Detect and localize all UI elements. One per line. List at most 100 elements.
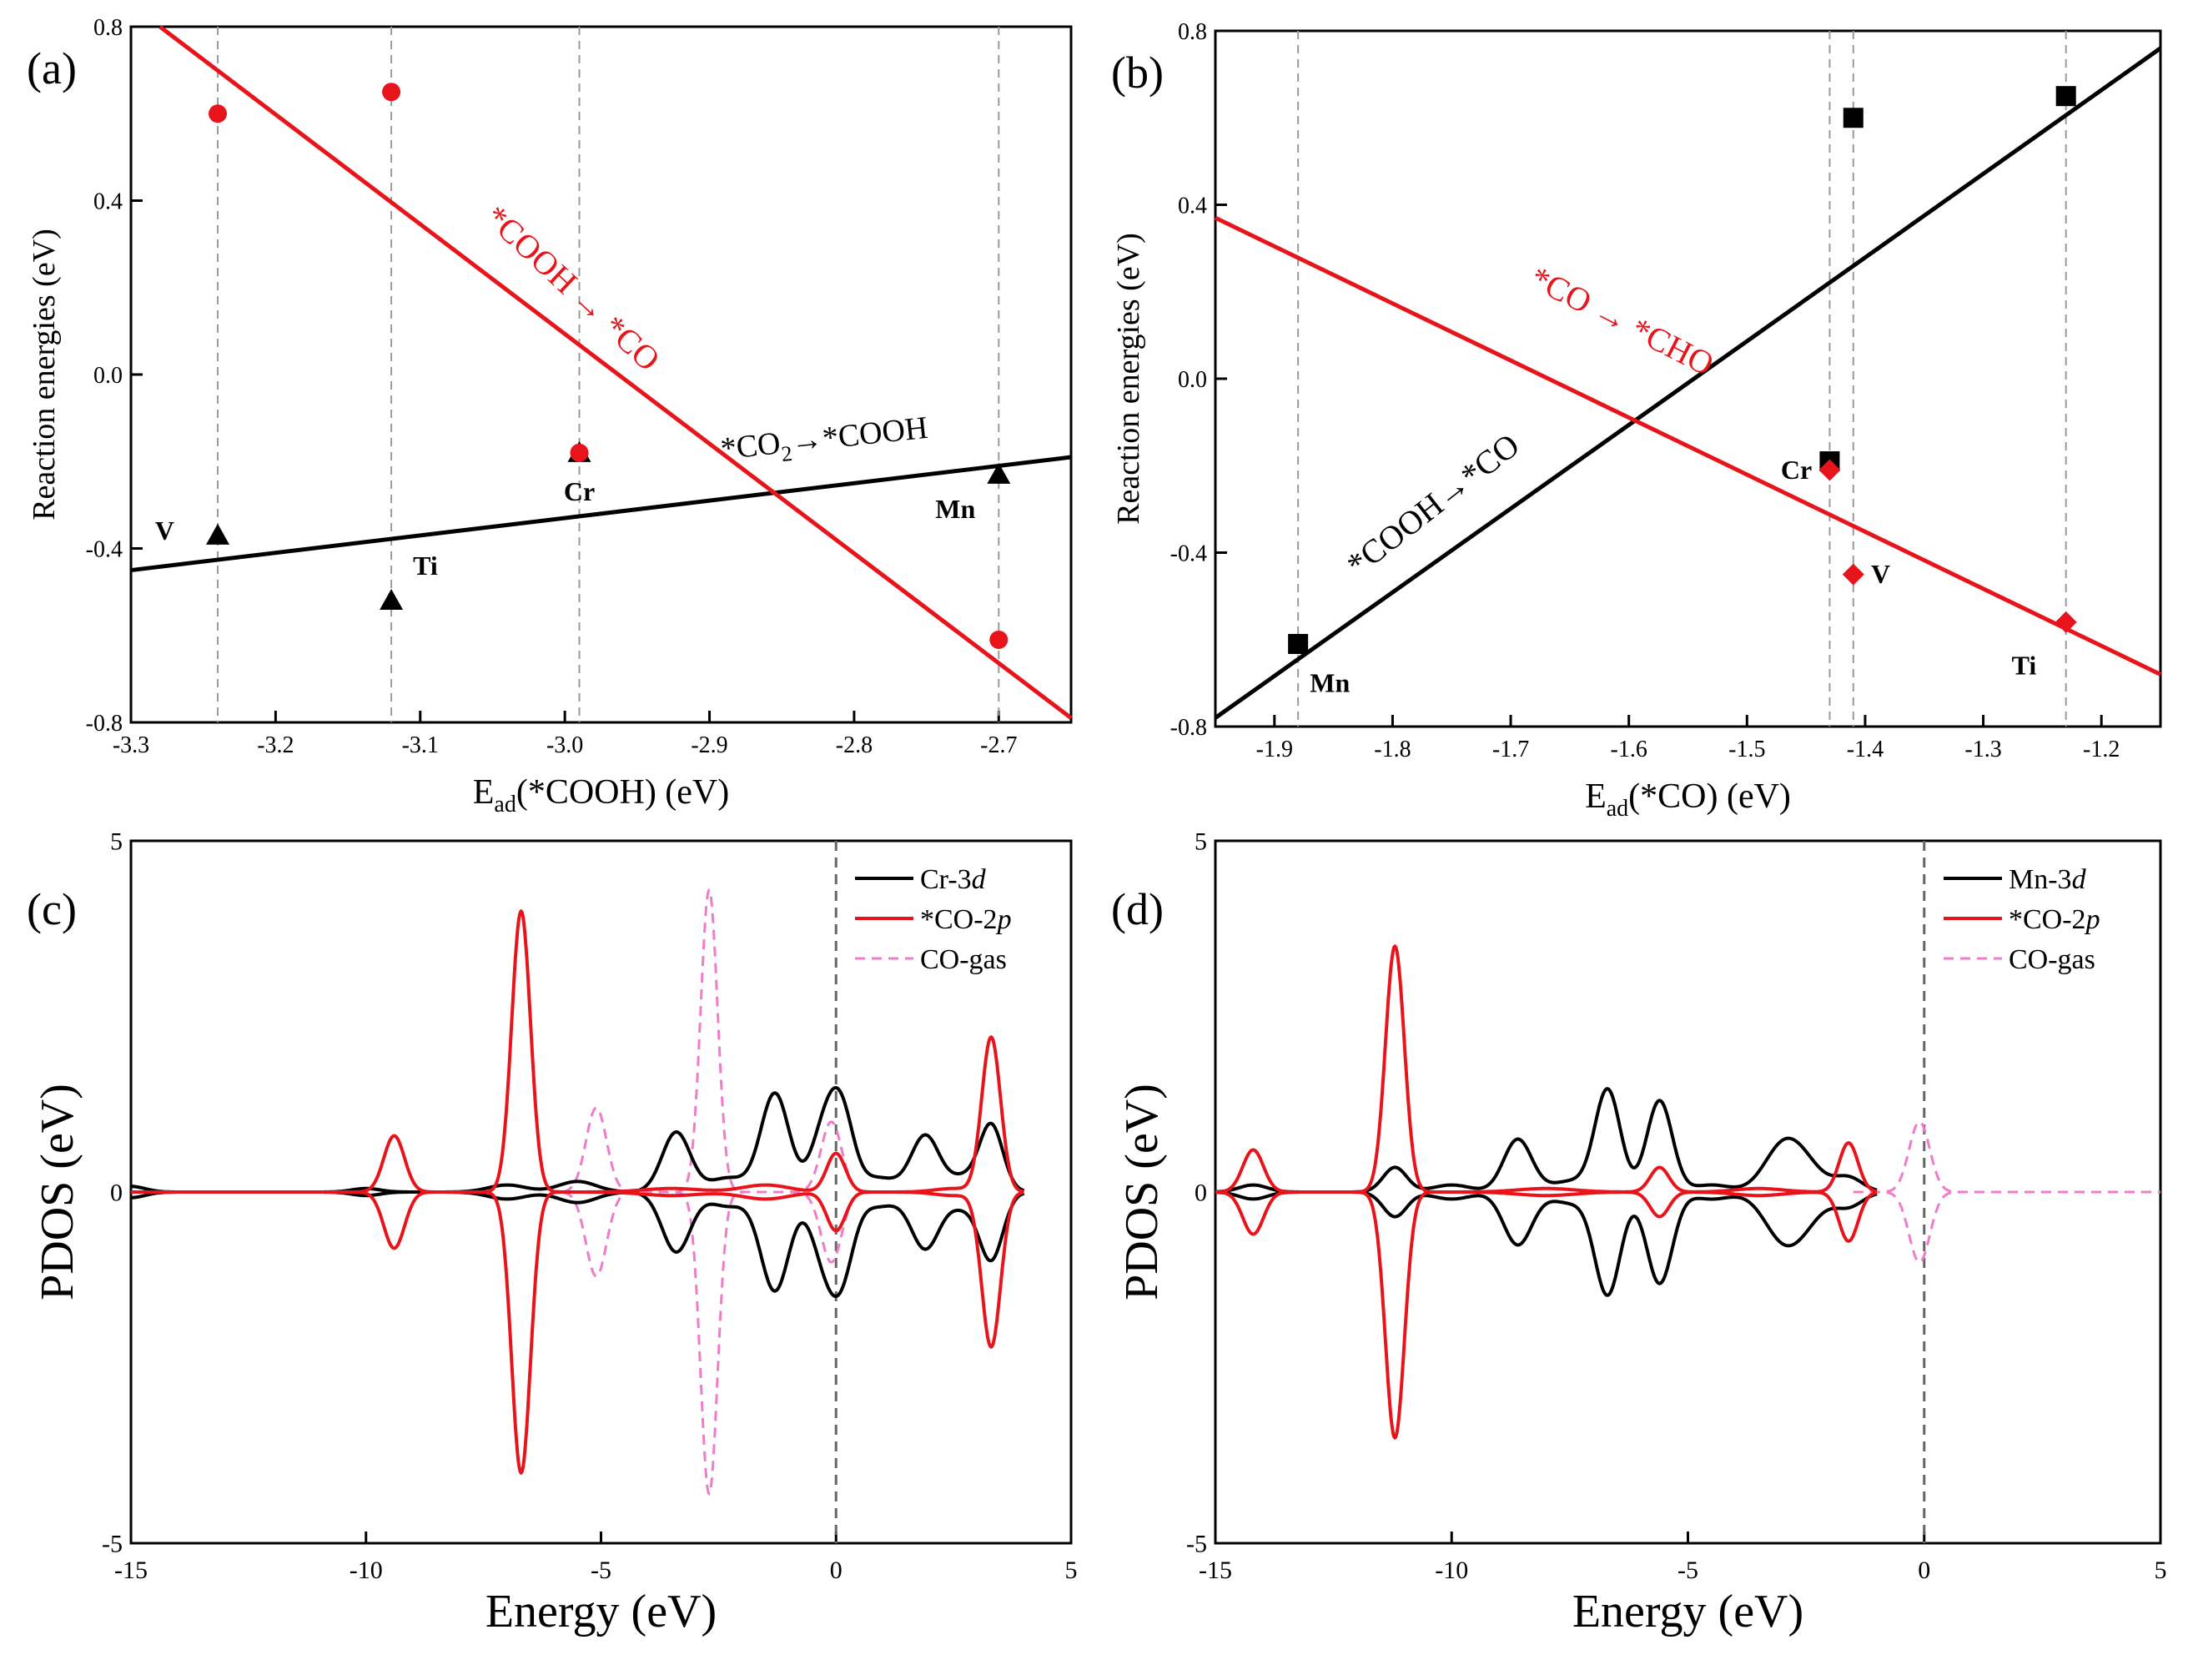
panel-label: (a) (27, 43, 77, 93)
data-point (382, 83, 401, 102)
y-tick-label: -5 (102, 1531, 123, 1558)
line-label-black: *CO2→*COOH (719, 410, 930, 473)
x-tick-label: -1.3 (1964, 737, 2001, 762)
x-tick-label: 5 (1065, 1557, 1078, 1584)
line-label-part: *CO (719, 425, 782, 466)
legend-label: *CO-2p (2009, 904, 2100, 935)
fit-line-red (1214, 215, 2162, 677)
x-tick-label: -1.2 (2083, 737, 2120, 762)
legend-label: Mn-3d (2009, 864, 2087, 895)
y-tick-label: 5 (110, 828, 123, 856)
x-tick-label: -15 (1199, 1557, 1232, 1584)
data-point (1288, 633, 1309, 654)
legend-label-main: CO-gas (920, 944, 1007, 975)
data-point (380, 589, 404, 611)
y-axis-label: Reaction energies (eV) (1111, 233, 1146, 525)
y-axis-label: Reaction energies (eV) (27, 229, 62, 521)
x-axis-label: Ead(*COOH) (eV) (473, 773, 730, 817)
y-tick-label: 0.4 (1178, 193, 1207, 219)
panel-label: (b) (1111, 48, 1164, 98)
x-tick-label: -1.9 (1256, 737, 1293, 762)
data-point (209, 104, 228, 123)
panel-label: (c) (27, 884, 77, 934)
data-point (206, 523, 230, 545)
x-tick-label: -10 (350, 1557, 383, 1584)
x-tick-label: 5 (2155, 1557, 2167, 1584)
y-tick-label: 0 (1195, 1180, 1207, 1207)
legend-label-main: *CO-2 (920, 904, 998, 935)
legend-label-italic: p (2085, 904, 2100, 935)
pdos-curve-red-down (1215, 1190, 1878, 1440)
pdos-curve-black-up (1215, 1087, 1878, 1194)
line-label-part: →*COOH (789, 410, 929, 460)
y-tick-label: -0.4 (86, 536, 123, 562)
y-axis-label: PDOS (eV) (32, 1084, 83, 1300)
x-axis-label-sub: ad (494, 792, 516, 817)
line-label-black: *COOH→*CO (1340, 426, 1527, 584)
y-tick-label: -5 (1186, 1531, 1207, 1558)
x-tick-label: -1.8 (1374, 737, 1411, 762)
pdos-curve-red-down (130, 1190, 1025, 1475)
point-label: V (1871, 559, 1890, 589)
legend-label-main: CO-gas (2009, 944, 2095, 975)
x-axis-label-main: E (473, 773, 495, 812)
x-axis-label: Energy (eV) (1572, 1586, 1803, 1637)
pdos-curve-red-up (130, 909, 1025, 1194)
x-axis-label: Ead(*CO) (eV) (1585, 777, 1791, 822)
x-axis-label-sub: ad (1607, 796, 1628, 822)
data-point (1843, 108, 1864, 128)
point-label: Ti (413, 551, 438, 581)
pdos-curve-pink-up (563, 888, 865, 1194)
x-tick-label: -3.1 (402, 732, 439, 758)
pdos-curve-pink-down (563, 1190, 865, 1496)
pdos-curve-black-down (1215, 1190, 1878, 1297)
point-label: Ti (2012, 650, 2037, 680)
x-axis-label: Energy (eV) (485, 1586, 717, 1637)
y-tick-label: -0.4 (1170, 541, 1207, 566)
legend-label-italic: d (972, 864, 987, 895)
x-tick-label: -1.4 (1847, 737, 1884, 762)
pdos-curve-red-up (1215, 944, 1878, 1194)
point-label: Cr (1781, 455, 1812, 485)
x-tick-label: -15 (114, 1557, 148, 1584)
legend-label-italic: p (996, 904, 1012, 935)
y-tick-label: 0.0 (93, 363, 123, 389)
point-label: Cr (564, 476, 595, 506)
pdos-curve-pink-down (1853, 1190, 2161, 1264)
y-tick-label: -0.8 (86, 711, 123, 737)
x-tick-label: 0 (830, 1557, 843, 1584)
y-tick-label: 0.0 (1178, 367, 1207, 393)
y-tick-label: -0.8 (1170, 715, 1207, 741)
legend-label-italic: d (2072, 864, 2087, 895)
x-tick-label: -1.5 (1728, 737, 1765, 762)
x-axis-label-rest: (*COOH) (eV) (516, 773, 729, 812)
legend-label-main: *CO-2 (2009, 904, 2086, 935)
x-tick-label: -5 (1677, 1557, 1698, 1584)
fit-line-red (158, 25, 1073, 720)
x-tick-label: -2.9 (691, 732, 727, 758)
legend-label: *CO-2p (920, 904, 1012, 935)
x-tick-label: -2.8 (836, 732, 873, 758)
panel-label: (d) (1111, 884, 1164, 934)
legend-label: CO-gas (2009, 944, 2095, 975)
x-tick-label: 0 (1918, 1557, 1930, 1584)
line-label-part: 2 (780, 441, 793, 466)
x-axis-label-rest: (*CO) (eV) (1628, 777, 1791, 816)
data-point (2055, 86, 2076, 107)
y-tick-label: 0 (110, 1180, 123, 1207)
y-tick-label: 0.8 (93, 15, 123, 41)
x-tick-label: -3.2 (257, 732, 294, 758)
line-label-red: *CO → *CHO (1525, 259, 1720, 383)
y-tick-label: 0.4 (93, 189, 123, 214)
point-label: Mn (1310, 667, 1350, 697)
x-tick-label: -2.7 (980, 732, 1017, 758)
pdos-curve-pink-up (1853, 1120, 2161, 1194)
data-point (1842, 563, 1864, 586)
point-label: V (155, 516, 174, 546)
y-axis-label: PDOS (eV) (1116, 1084, 1168, 1300)
legend-label: Cr-3d (920, 864, 987, 895)
plot-frame (129, 25, 1073, 724)
y-tick-label: 0.8 (1178, 19, 1207, 45)
data-point (987, 462, 1011, 484)
